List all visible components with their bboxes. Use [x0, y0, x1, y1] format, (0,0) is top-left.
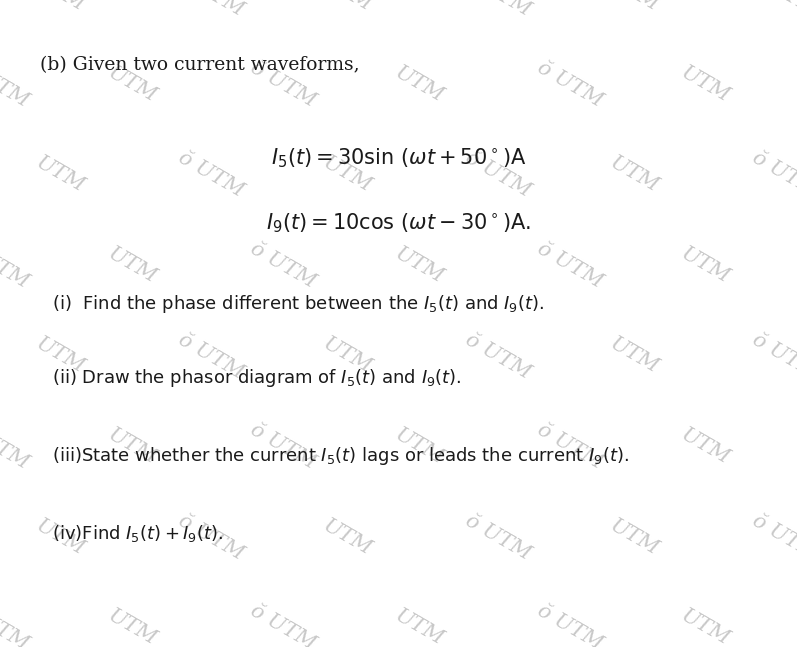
Text: UTM: UTM: [32, 0, 87, 15]
Text: UTM: UTM: [391, 425, 446, 468]
Text: (iii)State whether the current $I_5(t)$ lags or leads the current $I_9(t)$.: (iii)State whether the current $I_5(t)$ …: [52, 445, 629, 467]
Text: ŏ UTM: ŏ UTM: [462, 510, 534, 564]
Text: (b) Given two current waveforms,: (b) Given two current waveforms,: [40, 56, 359, 74]
Text: UTM: UTM: [606, 516, 661, 558]
Text: ŏ UTM: ŏ UTM: [534, 420, 606, 473]
Text: UTM: UTM: [104, 606, 159, 647]
Text: (i)  Find the phase different between the $I_5(t)$ and $I_9(t)$.: (i) Find the phase different between the…: [52, 293, 544, 315]
Text: UTM: UTM: [32, 334, 87, 377]
Text: ŏ UTM: ŏ UTM: [534, 601, 606, 647]
Text: ŏ UTM: ŏ UTM: [175, 510, 247, 564]
Text: UTM: UTM: [319, 334, 374, 377]
Text: (iv)Find $I_5(t) + I_9(t)$.: (iv)Find $I_5(t) + I_9(t)$.: [52, 523, 223, 544]
Text: UTM: UTM: [32, 153, 87, 196]
Text: $I_9(t) = 10 \cos\,(\omega t - 30^\circ)\mathrm{A}.$: $I_9(t) = 10 \cos\,(\omega t - 30^\circ)…: [266, 212, 531, 235]
Text: ŏ UTM: ŏ UTM: [247, 239, 319, 292]
Text: ŏ UTM: ŏ UTM: [462, 0, 534, 20]
Text: UTM: UTM: [104, 425, 159, 468]
Text: UTM: UTM: [319, 516, 374, 558]
Text: UTM: UTM: [606, 334, 661, 377]
Text: ŏ UTM: ŏ UTM: [247, 420, 319, 473]
Text: UTM: UTM: [606, 153, 661, 196]
Text: ŏ UTM: ŏ UTM: [749, 329, 797, 382]
Text: ŏ UTM: ŏ UTM: [175, 0, 247, 20]
Text: UTM: UTM: [606, 0, 661, 15]
Text: UTM: UTM: [677, 63, 732, 105]
Text: UTM: UTM: [677, 606, 732, 647]
Text: UTM: UTM: [319, 0, 374, 15]
Text: ŏ UTM: ŏ UTM: [534, 239, 606, 292]
Text: UTM: UTM: [677, 425, 732, 468]
Text: ŏ UTM: ŏ UTM: [0, 420, 32, 473]
Text: ŏ UTM: ŏ UTM: [462, 329, 534, 382]
Text: UTM: UTM: [319, 153, 374, 196]
Text: UTM: UTM: [391, 244, 446, 287]
Text: ŏ UTM: ŏ UTM: [175, 329, 247, 382]
Text: ŏ UTM: ŏ UTM: [749, 0, 797, 20]
Text: ŏ UTM: ŏ UTM: [749, 510, 797, 564]
Text: UTM: UTM: [391, 606, 446, 647]
Text: UTM: UTM: [391, 63, 446, 105]
Text: ŏ UTM: ŏ UTM: [534, 58, 606, 111]
Text: $I_5(t) = 30 \sin\,(\omega t + 50^\circ)\mathrm{A}$: $I_5(t) = 30 \sin\,(\omega t + 50^\circ)…: [271, 147, 526, 170]
Text: ŏ UTM: ŏ UTM: [0, 601, 32, 647]
Text: ŏ UTM: ŏ UTM: [247, 58, 319, 111]
Text: (ii) Draw the phasor diagram of $I_5(t)$ and $I_9(t)$.: (ii) Draw the phasor diagram of $I_5(t)$…: [52, 367, 461, 389]
Text: ŏ UTM: ŏ UTM: [247, 601, 319, 647]
Text: ŏ UTM: ŏ UTM: [0, 239, 32, 292]
Text: UTM: UTM: [32, 516, 87, 558]
Text: ŏ UTM: ŏ UTM: [175, 148, 247, 201]
Text: UTM: UTM: [104, 63, 159, 105]
Text: ŏ UTM: ŏ UTM: [0, 58, 32, 111]
Text: UTM: UTM: [677, 244, 732, 287]
Text: ŏ UTM: ŏ UTM: [462, 148, 534, 201]
Text: UTM: UTM: [104, 244, 159, 287]
Text: ŏ UTM: ŏ UTM: [749, 148, 797, 201]
